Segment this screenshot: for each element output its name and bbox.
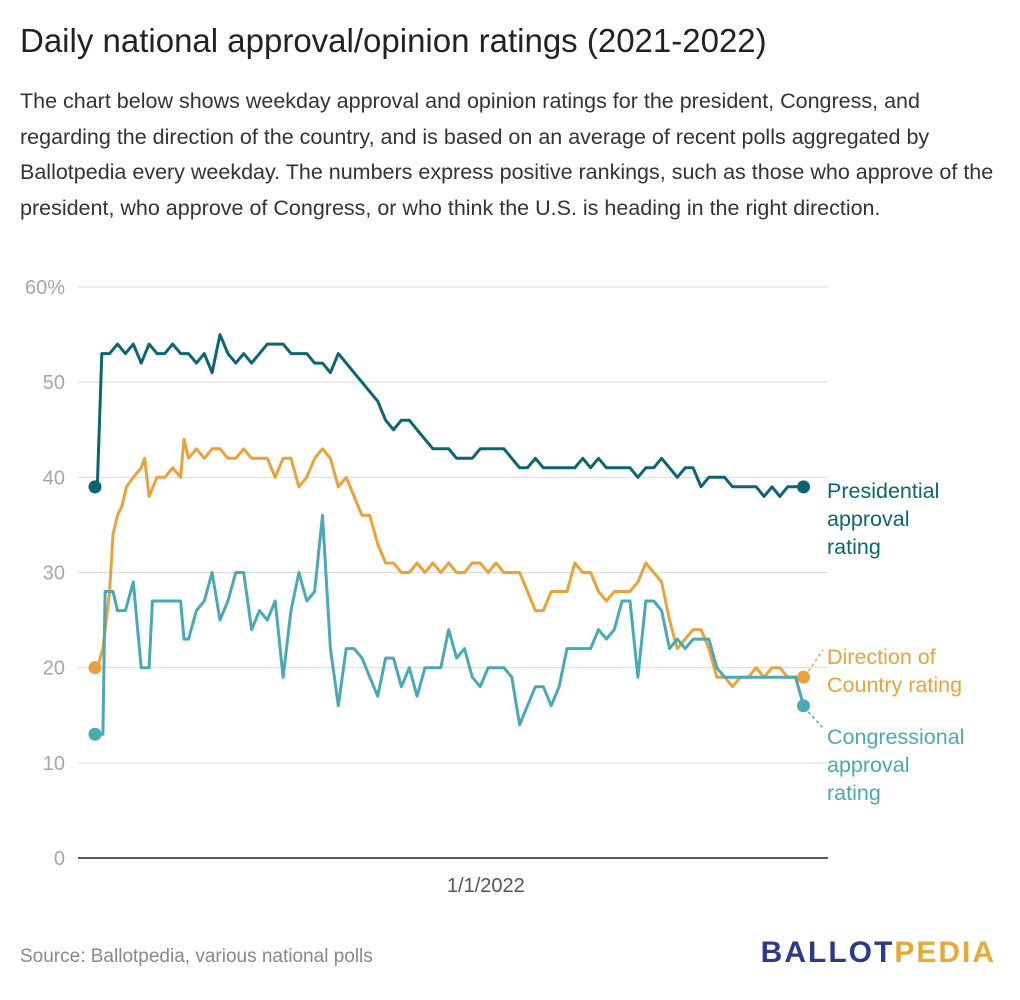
- grid-layer: [78, 286, 828, 859]
- x-tick-label: 1/1/2022: [447, 875, 525, 897]
- y-tick-label: 60%: [25, 277, 65, 299]
- chart-subtitle: The chart below shows weekday approval a…: [20, 89, 994, 220]
- series-end-point-1: [796, 670, 810, 684]
- series-line-1: [93, 437, 805, 689]
- series-start-point-2: [88, 727, 102, 741]
- series-label-leader-1: [807, 649, 824, 672]
- series-label-0: approval: [827, 507, 909, 531]
- series-label-2: rating: [827, 781, 881, 805]
- y-tick-label: 40: [43, 467, 65, 489]
- series-start-point-0: [88, 480, 102, 494]
- y-tick-label: 0: [54, 848, 65, 870]
- y-tick-label: 30: [43, 563, 65, 585]
- y-tick-label: 50: [43, 372, 65, 394]
- series-line-0: [93, 333, 805, 498]
- label-layer: 0 10 20 30 40 50 60% 1/1/2022 Presidential approv…: [25, 277, 964, 897]
- source-note: Source: Ballotpedia, various national po…: [20, 946, 373, 967]
- y-tick-label: 20: [43, 658, 65, 680]
- series-label-leader-2: [807, 711, 824, 729]
- series-label-0: Presidential: [827, 479, 939, 503]
- series-start-point-1: [88, 661, 102, 675]
- series-label-0: rating: [827, 535, 881, 559]
- series-line-2: [93, 513, 805, 736]
- ballotpedia-logo: BALLOTPEDIA: [761, 936, 996, 970]
- logo-part-ballot: BALLOT: [760, 936, 895, 969]
- line-chart: 0 10 20 30 40 50 60% 1/1/2022 Presidential approv…: [25, 277, 964, 897]
- series-label-2: approval: [827, 753, 909, 777]
- series-label-2: Congressional: [827, 725, 964, 749]
- series-end-point-0: [796, 480, 810, 494]
- series-end-point-2: [796, 699, 810, 713]
- series-label-1: Country rating: [827, 673, 962, 697]
- chart-title: Daily national approval/opinion ratings …: [20, 22, 767, 59]
- series-label-1: Direction of: [827, 645, 936, 669]
- logo-part-pedia: PEDIA: [894, 936, 996, 969]
- series-layer: [88, 333, 810, 741]
- y-tick-label: 10: [43, 753, 65, 775]
